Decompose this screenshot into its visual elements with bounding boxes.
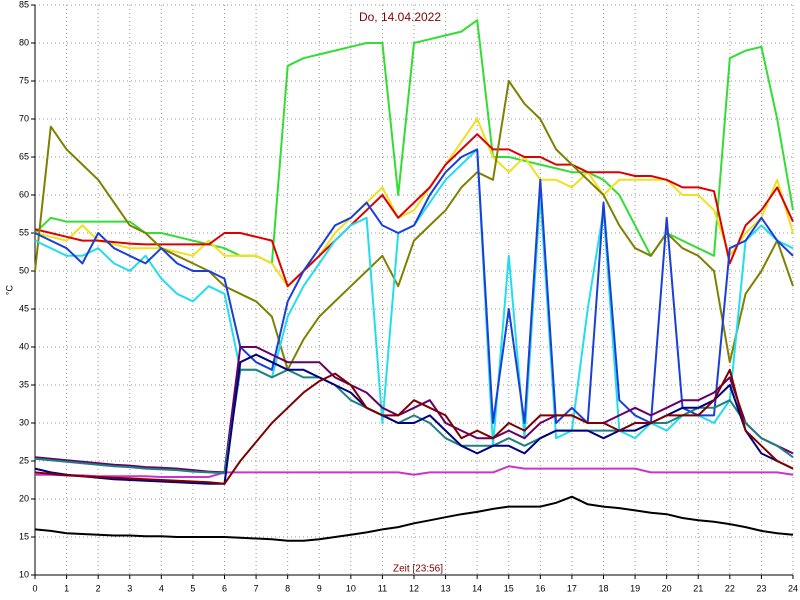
x-tick-label: 1 <box>64 583 69 593</box>
x-tick-label: 12 <box>409 583 419 593</box>
y-tick-label: 15 <box>19 531 29 541</box>
x-axis-label: Zeit [23:56] <box>393 564 443 575</box>
y-tick-label: 45 <box>19 303 29 313</box>
x-tick-label: 17 <box>567 583 577 593</box>
x-tick-label: 13 <box>441 583 451 593</box>
x-tick-label: 10 <box>346 583 356 593</box>
y-tick-label: 60 <box>19 189 29 199</box>
y-tick-label: 80 <box>19 37 29 47</box>
y-axis-label: °C <box>4 284 14 295</box>
chart-title: Do, 14.04.2022 <box>359 10 441 24</box>
y-tick-label: 55 <box>19 227 29 237</box>
series-line <box>34 495 794 542</box>
x-tick-label: 14 <box>472 583 482 593</box>
y-tick-label: 25 <box>19 455 29 465</box>
y-tick-label: 85 <box>19 0 29 9</box>
series-line <box>34 368 794 485</box>
x-tick-label: 21 <box>693 583 703 593</box>
series-line <box>34 368 794 475</box>
x-tick-label: 0 <box>32 583 37 593</box>
x-tick-label: 7 <box>254 583 259 593</box>
series-line <box>34 346 794 474</box>
x-tick-label: 24 <box>788 583 798 593</box>
x-tick-label: 23 <box>756 583 766 593</box>
x-tick-label: 22 <box>725 583 735 593</box>
y-tick-label: 10 <box>19 569 29 579</box>
x-tick-label: 8 <box>285 583 290 593</box>
x-tick-label: 19 <box>630 583 640 593</box>
x-tick-label: 15 <box>504 583 514 593</box>
series-line <box>34 148 794 424</box>
x-tick-label: 2 <box>96 583 101 593</box>
x-tick-label: 20 <box>662 583 672 593</box>
x-tick-label: 11 <box>378 583 387 593</box>
x-tick-label: 5 <box>190 583 195 593</box>
x-tick-label: 16 <box>535 583 545 593</box>
y-tick-label: 65 <box>19 151 29 161</box>
y-tick-label: 40 <box>19 341 29 351</box>
series-line <box>34 133 794 288</box>
y-tick-label: 75 <box>19 75 29 85</box>
y-tick-label: 30 <box>19 417 29 427</box>
y-tick-label: 35 <box>19 379 29 389</box>
y-tick-label: 70 <box>19 113 29 123</box>
x-tick-label: 18 <box>598 583 608 593</box>
x-tick-label: 3 <box>127 583 132 593</box>
x-tick-label: 6 <box>222 583 227 593</box>
series-line <box>35 465 794 478</box>
x-tick-label: 4 <box>159 583 164 593</box>
y-tick-label: 20 <box>19 493 29 503</box>
x-tick-label: 9 <box>317 583 322 593</box>
y-tick-label: 50 <box>19 265 29 275</box>
